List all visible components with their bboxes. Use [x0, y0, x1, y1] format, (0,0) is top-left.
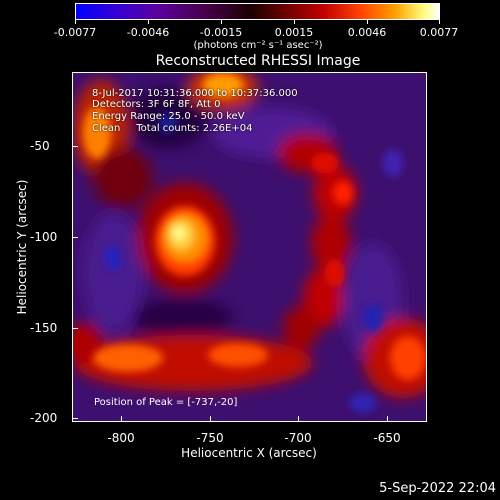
- x-tick: [210, 416, 211, 422]
- colorbar-label: 0.0015: [274, 26, 314, 39]
- detectors-text: Detectors: 3F 6F 8F, Att 0: [92, 99, 221, 110]
- colorbar-label: -0.0077: [53, 26, 97, 39]
- y-tick-label: -100: [30, 230, 58, 244]
- peak-position-text: Position of Peak = [-737,-20]: [94, 397, 238, 408]
- x-tick: [387, 416, 388, 422]
- x-tick-label: -700: [284, 431, 312, 445]
- colorbar-tick: [75, 20, 76, 24]
- x-tick-label: -800: [107, 431, 135, 445]
- image-title: Reconstructed RHESSI Image: [155, 53, 361, 69]
- time-range-text: 8-Jul-2017 10:31:36.000 to 10:37:36.000: [92, 88, 298, 99]
- y-tick-label: -150: [30, 321, 58, 335]
- y-tick: [72, 237, 78, 238]
- y-tick: [72, 418, 78, 419]
- energy-range-text: Energy Range: 25.0 - 50.0 keV: [92, 111, 245, 122]
- colorbar-label: 0.0077: [419, 26, 459, 39]
- x-tick-label: -650: [373, 431, 401, 445]
- generation-date: 5-Sep-2022 22:04: [379, 481, 496, 496]
- colorbar-tick: [294, 20, 295, 24]
- image-heatmap: [73, 73, 426, 421]
- colorbar-label: -0.0015: [199, 26, 243, 39]
- x-tick: [121, 416, 122, 422]
- y-tick: [72, 328, 78, 329]
- rhessi-image: [72, 72, 427, 422]
- colorbar-tick: [367, 20, 368, 24]
- x-axis-title: Heliocentric X (arcsec): [181, 446, 317, 460]
- colorbar-label: -0.0046: [126, 26, 170, 39]
- y-tick-label: -200: [30, 411, 58, 425]
- y-tick: [72, 146, 78, 147]
- colorbar-units: (photons cm⁻² s⁻¹ asec⁻²): [193, 40, 323, 51]
- colorbar-label: 0.0046: [347, 26, 387, 39]
- colorbar-tick: [148, 20, 149, 24]
- y-axis-title: Heliocentric Y (arcsec): [15, 179, 29, 315]
- x-tick-label: -750: [196, 431, 224, 445]
- y-tick-label: -50: [30, 139, 50, 153]
- x-tick: [298, 416, 299, 422]
- counts-text: Clean Total counts: 2.26E+04: [92, 123, 253, 134]
- colorbar-tick: [439, 20, 440, 24]
- colorbar-tick: [221, 20, 222, 24]
- colorbar: [75, 3, 440, 20]
